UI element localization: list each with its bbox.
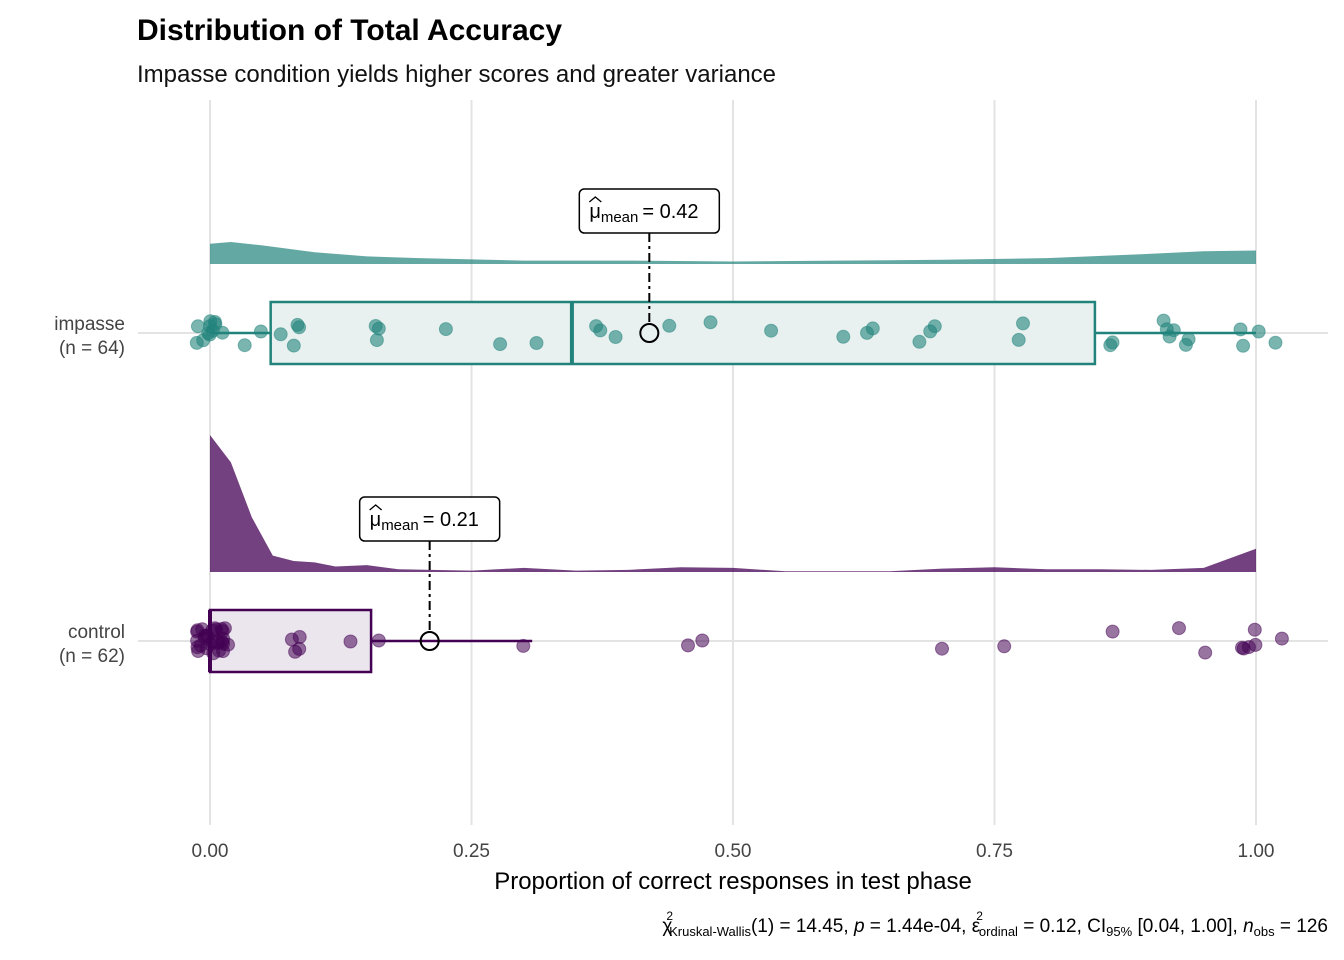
x-tick-label: 1.00 [1238,841,1275,862]
mean-hat-impasse [588,196,602,203]
data-point-impasse [237,338,252,353]
data-point-impasse [371,321,386,336]
data-point-control [1105,624,1120,639]
mean-value: = 0.42 [642,201,698,223]
mean-marker-control [419,631,440,651]
y-label-control: control [68,622,125,643]
data-point-impasse [273,327,288,342]
caption-n-sub: obs [1254,924,1275,939]
data-point-impasse [529,336,544,350]
mean-hat-control [369,504,383,511]
data-point-impasse [1236,338,1251,353]
caption-p: p [853,916,865,937]
caption-eps-sub: ordinal [979,924,1018,939]
caption-chi-sup: 2 [666,909,673,923]
chart-title: Distribution of Total Accuracy [137,14,562,47]
data-point-control [1235,640,1249,655]
data-point-control [695,633,710,648]
mean-sub: mean [381,517,419,534]
data-point-impasse [203,314,218,329]
data-point-impasse [292,320,307,335]
box-impasse [269,300,1097,366]
data-point-impasse [215,325,230,340]
caption-n: n [1243,916,1254,937]
caption-ci-sub: 95% [1106,924,1132,939]
caption-part1: (1) = 14.45, [751,916,854,937]
mean-value: = 0.21 [423,509,479,531]
data-point-impasse [1016,316,1030,331]
stat-caption: χ2 Kruskal-Wallis(1) = 14.45, p = 1.44e-0… [662,909,1328,939]
data-point-control [1172,621,1186,636]
data-point-control [292,630,307,644]
data-point-impasse [1105,335,1120,350]
data-point-impasse [1166,323,1181,338]
data-point-control [292,641,307,656]
data-point-impasse [1251,324,1266,339]
data-point-impasse [860,325,874,340]
data-point-impasse [1178,337,1193,352]
data-point-impasse [438,322,453,337]
caption-test-sub: Kruskal-Wallis [669,924,751,939]
data-point-control [1247,622,1262,637]
y-label-n-impasse: (n = 64) [59,338,125,359]
data-point-impasse [927,319,942,334]
data-point-impasse [493,337,508,352]
mean-callout-box-control [358,496,501,542]
mean-callout-label-control: μmean = 0.21 [370,509,479,534]
mean-symbol: μ [589,201,601,223]
group-control: μmean = 0.21 control (n = 62) [59,435,1328,674]
x-axis-ticks: 0.00 0.25 0.50 0.75 1.00 [192,841,1275,862]
x-tick-label: 0.50 [715,841,752,862]
x-tick-label: 0.00 [192,841,229,862]
caption-chi-symbol: χ [662,916,672,937]
data-point-impasse [764,323,779,338]
caption-part4: [0.04, 1.00], [1132,916,1243,937]
data-point-impasse [1011,332,1026,347]
data-point-impasse [196,333,211,348]
caption-part2: = 1.44e-04, [865,916,972,937]
data-point-control [935,641,949,656]
data-point-control [1198,645,1213,660]
group-impasse: μmean = 0.42 impasse (n = 64) [54,188,1328,366]
data-point-impasse [662,318,677,333]
mean-marker-impasse [639,323,660,343]
data-point-impasse [253,324,268,339]
y-label-n-control: (n = 62) [59,646,125,667]
data-point-impasse [286,338,301,353]
data-point-impasse [593,323,608,338]
data-point-control [343,634,358,649]
x-tick-label: 0.75 [976,841,1013,862]
caption-part3: = 0.12, CI [1018,916,1106,937]
x-axis-label: Proportion of correct responses in test … [494,868,972,895]
data-point-impasse [703,315,718,330]
data-point-impasse [369,333,384,348]
density-impasse [210,242,1256,264]
data-point-impasse [912,334,927,349]
data-point-impasse [836,329,851,344]
data-point-impasse [1268,335,1283,350]
chart-subtitle: Impasse condition yields higher scores a… [137,61,776,88]
mean-sub: mean [601,209,639,226]
data-point-control [371,633,386,648]
data-point-impasse [608,330,623,344]
caption-part5: = 126 [1275,916,1328,937]
grid-lines [209,100,1257,825]
data-point-impasse [1233,322,1248,337]
y-label-impasse: impasse [54,314,125,335]
data-point-control [516,638,531,653]
caption-epsilon: ε [972,916,981,937]
caption-eps-sup: 2 [976,909,983,923]
data-point-control [215,624,230,639]
data-point-control [681,638,695,653]
x-tick-label: 0.25 [453,841,490,862]
mean-symbol: μ [370,509,382,531]
data-point-control [997,639,1012,654]
mean-callout-box-impasse [578,188,721,234]
data-point-control [1274,631,1289,646]
mean-callout-label-impasse: μmean = 0.42 [589,201,698,226]
